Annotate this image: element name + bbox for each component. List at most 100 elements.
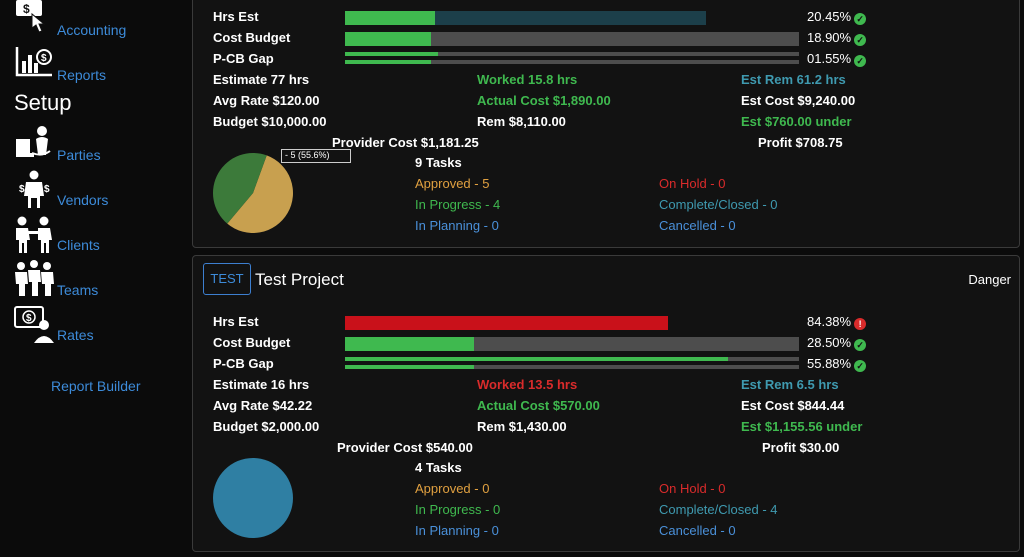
tasks-count: 9 Tasks: [415, 155, 462, 170]
rates-icon: $: [14, 306, 54, 343]
tasks-in-planning: In Planning - 0: [415, 218, 499, 233]
pcb-gap-bar-top: [345, 52, 799, 56]
svg-text:$: $: [41, 53, 47, 64]
remaining: Rem $8,110.00: [477, 114, 566, 129]
pie-slice-in-progress[interactable]: [213, 153, 267, 224]
hrs-est-percent: 84.38%!: [807, 314, 867, 330]
profit: Profit $708.75: [758, 135, 843, 150]
pcb-gap-percent: 01.55% ✓: [807, 51, 867, 67]
sidebar-item-label: Accounting: [57, 22, 127, 38]
pcb-gap-bar-bottom: [345, 365, 799, 369]
est-cost: Est Cost $9,240.00: [741, 93, 856, 108]
pcb-gap-label: P-CB Gap: [213, 51, 274, 66]
est-under: Est $1,155.56 under: [741, 419, 863, 434]
sidebar-item-vendors[interactable]: $ $ Vendors: [14, 170, 179, 210]
est-rem-hrs: Est Rem 61.2 hrs: [741, 72, 846, 87]
hrs-est-bar: [345, 316, 728, 330]
tasks-cancelled: Cancelled - 0: [659, 218, 736, 233]
sidebar-item-label: Parties: [57, 147, 101, 163]
hrs-est-bar-fill: [345, 11, 436, 25]
est-rem-hrs: Est Rem 6.5 hrs: [741, 377, 839, 392]
provider-cost: Provider Cost $540.00: [337, 440, 473, 455]
tasks-pie-chart[interactable]: [211, 151, 295, 235]
sidebar-item-rates[interactable]: $ Rates: [14, 305, 179, 345]
report-builder-link[interactable]: Report Builder: [51, 378, 141, 394]
sidebar-item-label: Vendors: [57, 192, 109, 208]
pcb-gap-bar-bottom: [345, 60, 799, 64]
check-circle-icon: ✓: [854, 34, 867, 46]
tasks-count: 4 Tasks: [415, 460, 462, 475]
pcb-gap-label: P-CB Gap: [213, 356, 274, 371]
sidebar-item-teams[interactable]: Teams: [14, 260, 179, 300]
tasks-in-progress: In Progress - 4: [415, 197, 501, 212]
pie-slice-approved[interactable]: [227, 155, 293, 233]
svg-text:$: $: [26, 313, 32, 324]
avg-rate: Avg Rate $120.00: [213, 93, 320, 108]
profit: Profit $30.00: [762, 440, 840, 455]
pcb-gap-bar-bottom-fill: [345, 60, 431, 64]
pcb-gap-bar-bottom-fill: [345, 365, 475, 369]
sidebar-item-clients[interactable]: Clients: [14, 215, 179, 255]
tasks-cancelled: Cancelled - 0: [659, 523, 736, 538]
hrs-est-label: Hrs Est: [213, 9, 259, 24]
budget: Budget $10,000.00: [213, 114, 327, 129]
accounting-icon: $: [16, 0, 46, 33]
project-title[interactable]: Test Project: [255, 270, 344, 289]
project-tag[interactable]: TEST: [203, 263, 251, 295]
pcb-gap-bar-top: [345, 357, 799, 361]
hrs-est-label: Hrs Est: [213, 314, 259, 329]
tasks-in-progress: In Progress - 0: [415, 502, 501, 517]
pcb-gap-bar-top-fill: [345, 52, 438, 56]
est-cost: Est Cost $844.44: [741, 398, 845, 413]
check-circle-icon: ✓: [854, 339, 867, 351]
estimate-hrs: Estimate 77 hrs: [213, 72, 310, 87]
parties-icon: [16, 126, 51, 157]
pie-tooltip: - 5 (55.6%): [281, 149, 351, 163]
cost-budget-label: Cost Budget: [213, 30, 291, 45]
budget: Budget $2,000.00: [213, 419, 320, 434]
project-card: TEST Test Project Danger Hrs Est 84.38%!…: [192, 255, 1020, 552]
remaining: Rem $1,430.00: [477, 419, 567, 434]
sidebar-item-label: Rates: [57, 327, 94, 343]
sidebar-item-parties[interactable]: Parties: [14, 125, 179, 165]
vendors-icon: $ $: [19, 170, 50, 208]
worked-hrs: Worked 13.5 hrs: [477, 377, 578, 392]
tasks-on-hold: On Hold - 0: [659, 481, 726, 496]
tasks-pie-chart[interactable]: [211, 456, 295, 540]
tasks-in-planning: In Planning - 0: [415, 523, 499, 538]
cost-budget-percent: 18.90% ✓: [807, 30, 867, 46]
sidebar-item-reports[interactable]: $ Reports: [14, 45, 179, 85]
check-circle-icon: ✓: [854, 360, 867, 372]
project-status: Danger: [968, 272, 1011, 287]
cost-budget-bar: [345, 32, 799, 46]
sidebar-item-label: Clients: [57, 237, 100, 253]
main-content: Hrs Est 20.45% ✓ Cost Budget 18.90% ✓ P-CB…: [182, 0, 1024, 557]
hrs-est-bar-fill: [345, 316, 669, 330]
provider-cost: Provider Cost $1,181.25: [332, 135, 479, 150]
estimate-hrs: Estimate 16 hrs: [213, 377, 310, 392]
sidebar-item-label: Reports: [57, 67, 107, 83]
tasks-complete-closed: Complete/Closed - 4: [659, 502, 778, 517]
sidebar-item-accounting[interactable]: $ Accounting: [14, 0, 179, 40]
pcb-gap-bar-top-fill: [345, 357, 729, 361]
hrs-est-percent: 20.45% ✓: [807, 9, 867, 25]
cost-budget-bar: [345, 337, 799, 351]
svg-text:$: $: [44, 184, 50, 195]
svg-text:$: $: [19, 184, 25, 195]
tasks-on-hold: On Hold - 0: [659, 176, 726, 191]
pie-slice-complete-closed[interactable]: [213, 458, 293, 538]
cost-budget-label: Cost Budget: [213, 335, 291, 350]
pie-tooltip-text: - 5 (55.6%): [285, 150, 330, 160]
tasks-complete-closed: Complete/Closed - 0: [659, 197, 778, 212]
check-circle-icon: ✓: [854, 13, 867, 25]
project-card: Hrs Est 20.45% ✓ Cost Budget 18.90% ✓ P-CB…: [192, 0, 1020, 248]
cost-budget-bar-fill: [345, 337, 475, 351]
svg-text:$: $: [23, 2, 30, 16]
actual-cost: Actual Cost $1,890.00: [477, 93, 611, 108]
sidebar-item-label: Teams: [57, 282, 99, 298]
hrs-est-bar: [345, 11, 706, 25]
worked-hrs: Worked 15.8 hrs: [477, 72, 578, 87]
section-heading-setup: Setup: [14, 90, 72, 115]
alert-circle-icon: !: [854, 318, 867, 330]
est-under: Est $760.00 under: [741, 114, 852, 129]
